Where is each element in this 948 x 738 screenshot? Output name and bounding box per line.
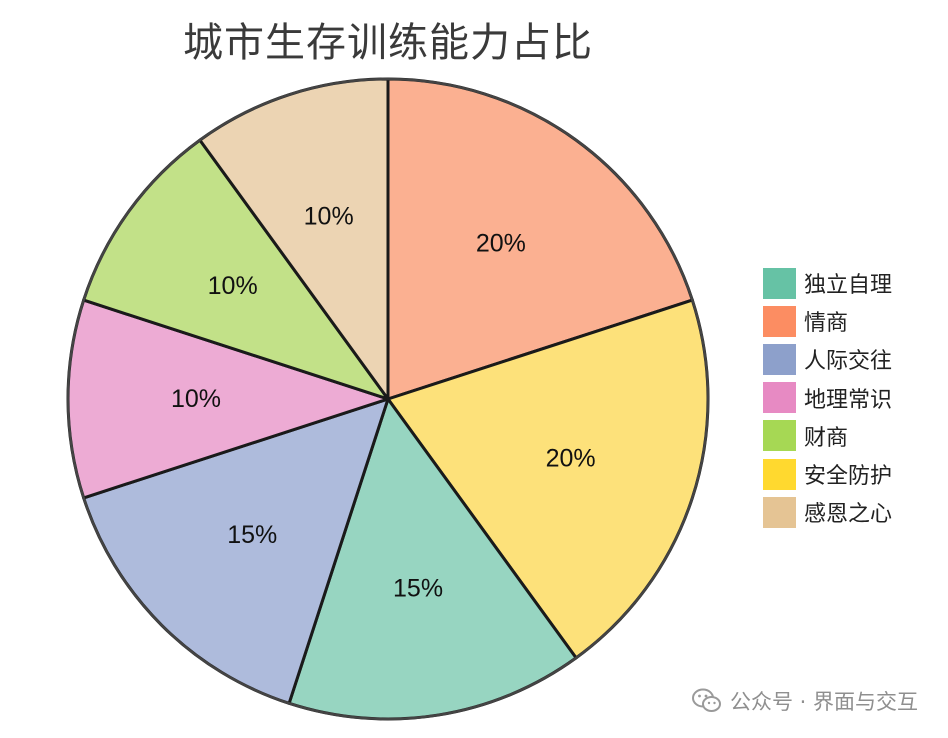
legend-swatch <box>763 343 796 375</box>
wechat-icon <box>691 688 721 712</box>
legend-label: 安全防护 <box>804 464 893 490</box>
pie-outline <box>66 77 710 721</box>
pie-slices <box>66 77 710 721</box>
legend-item: 独立自理 <box>763 264 892 302</box>
slice-value-label: 15% <box>227 521 277 549</box>
legend-item: 安全防护 <box>763 455 892 493</box>
legend-swatch <box>763 305 796 337</box>
legend-swatch <box>763 420 796 452</box>
legend-item: 财商 <box>763 417 892 455</box>
watermark-text: 公众号 · 界面与交互 <box>729 690 918 714</box>
legend-swatch <box>763 458 796 490</box>
legend-item: 人际交往 <box>763 340 892 378</box>
slice-value-label: 20% <box>476 230 526 258</box>
legend-item: 情商 <box>763 302 892 340</box>
legend-label: 独立自理 <box>804 273 893 299</box>
legend-label: 情商 <box>804 311 849 337</box>
slice-value-label: 10% <box>208 272 258 300</box>
legend-label: 人际交往 <box>804 349 893 375</box>
legend-label: 感恩之心 <box>804 502 893 528</box>
chart-title: 城市生存训练能力占比 <box>183 20 593 66</box>
slice-value-label: 20% <box>546 444 596 472</box>
slice-value-label: 10% <box>171 385 221 413</box>
legend-item: 感恩之心 <box>763 493 892 531</box>
legend-swatch <box>763 267 796 299</box>
legend-item: 地理常识 <box>763 379 892 417</box>
slice-value-label: 10% <box>304 202 354 230</box>
watermark: 公众号 · 界面与交互 <box>691 686 918 716</box>
legend-label: 地理常识 <box>804 387 893 413</box>
slice-value-label: 15% <box>393 575 443 603</box>
pie-labels: 20% 20% 15% 15% 10% 10% 10% <box>171 202 596 602</box>
chart-legend: 独立自理情商人际交往地理常识财商安全防护感恩之心 <box>763 264 892 531</box>
legend-label: 财商 <box>804 425 849 451</box>
legend-swatch <box>763 382 796 414</box>
legend-swatch <box>763 496 796 528</box>
